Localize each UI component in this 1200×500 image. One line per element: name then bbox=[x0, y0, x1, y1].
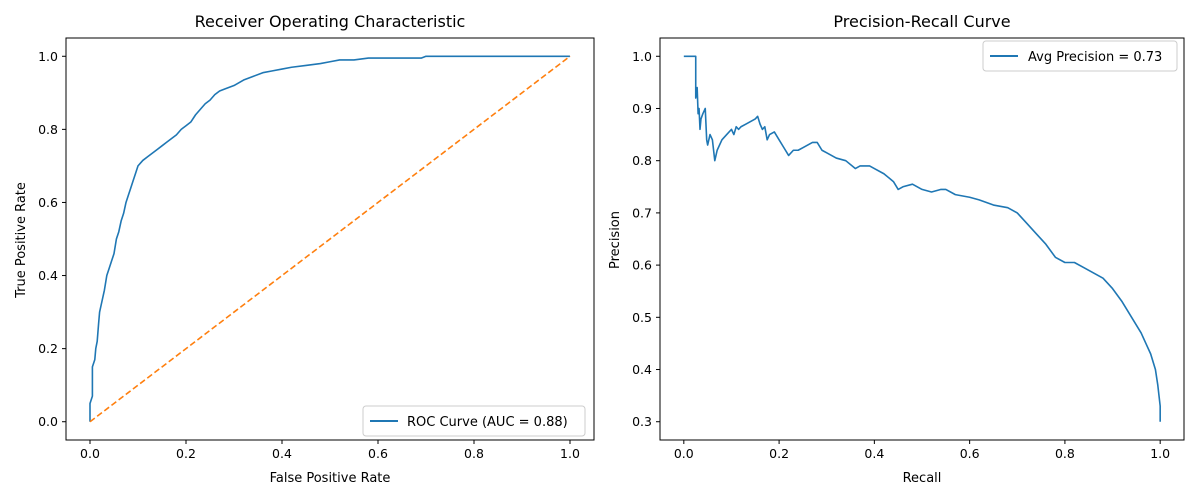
pr-title: Precision-Recall Curve bbox=[833, 12, 1010, 31]
roc-legend-label: ROC Curve (AUC = 0.88) bbox=[407, 415, 568, 430]
pr-x-tick-label: 0.2 bbox=[769, 446, 789, 461]
roc-y-tick-label: 0.4 bbox=[38, 268, 58, 283]
roc-x-tick-label: 1.0 bbox=[560, 446, 580, 461]
roc-x-axis-label: False Positive Rate bbox=[270, 471, 391, 486]
pr-legend: Avg Precision = 0.73 bbox=[982, 40, 1178, 72]
roc-axes-frame bbox=[65, 37, 595, 441]
roc-legend: ROC Curve (AUC = 0.88) bbox=[362, 405, 586, 437]
roc-x-tick-label: 0.8 bbox=[464, 446, 484, 461]
pr-axes-frame bbox=[659, 37, 1185, 441]
pr-x-tick-label: 0.0 bbox=[674, 446, 694, 461]
pr-y-tick-label: 0.7 bbox=[632, 205, 652, 220]
pr-y-tick-label: 0.4 bbox=[632, 362, 652, 377]
pr-panel: Precision-Recall Curve Recall Precision … bbox=[608, 12, 1185, 486]
pr-y-tick-label: 0.6 bbox=[632, 258, 652, 273]
roc-y-axis-label: True Positive Rate bbox=[14, 182, 29, 299]
roc-x-tick-label: 0.0 bbox=[80, 446, 100, 461]
pr-plot-area bbox=[683, 55, 1161, 422]
roc-legend-box bbox=[362, 405, 586, 437]
roc-x-tick-label: 0.6 bbox=[368, 446, 388, 461]
roc-y-tick-label: 0.6 bbox=[38, 195, 58, 210]
pr-legend-label: Avg Precision = 0.73 bbox=[1028, 50, 1162, 65]
roc-y-tick-label: 1.0 bbox=[38, 49, 58, 64]
pr-x-axis-label: Recall bbox=[903, 471, 942, 486]
pr-y-tick-label: 0.9 bbox=[632, 101, 652, 116]
pr-y-tick-label: 0.5 bbox=[632, 310, 652, 325]
pr-x-tick-label: 0.6 bbox=[960, 446, 980, 461]
pr-x-tick-label: 0.8 bbox=[1055, 446, 1075, 461]
roc-x-tick-label: 0.2 bbox=[176, 446, 196, 461]
pr-x-tick-label: 1.0 bbox=[1150, 446, 1170, 461]
roc-y-tick-label: 0.0 bbox=[38, 414, 58, 429]
roc-x-tick-label: 0.4 bbox=[272, 446, 292, 461]
roc-ticks: 0.0 0.2 0.4 0.6 0.8 1.0 0.0 0.2 0.4 0.6 0.8 1.0 bbox=[38, 49, 580, 461]
roc-y-tick-label: 0.8 bbox=[38, 122, 58, 137]
roc-diagonal-reference-line bbox=[89, 55, 571, 423]
roc-y-tick-label: 0.2 bbox=[38, 341, 58, 356]
pr-legend-box bbox=[982, 40, 1178, 72]
pr-y-tick-label: 1.0 bbox=[632, 49, 652, 64]
pr-y-axis-label: Precision bbox=[608, 211, 623, 269]
pr-series-line bbox=[683, 55, 1161, 422]
roc-title: Receiver Operating Characteristic bbox=[195, 12, 466, 31]
roc-plot-area bbox=[89, 55, 571, 423]
pr-x-tick-label: 0.4 bbox=[864, 446, 884, 461]
pr-y-tick-label: 0.3 bbox=[632, 414, 652, 429]
roc-series-line bbox=[89, 55, 570, 422]
roc-panel: Receiver Operating Characteristic False … bbox=[14, 12, 595, 486]
pr-y-tick-label: 0.8 bbox=[632, 153, 652, 168]
pr-ticks: 0.0 0.2 0.4 0.6 0.8 1.0 0.3 0.4 0.5 0.6 0.7 0.8 0.9 1… bbox=[632, 49, 1170, 461]
